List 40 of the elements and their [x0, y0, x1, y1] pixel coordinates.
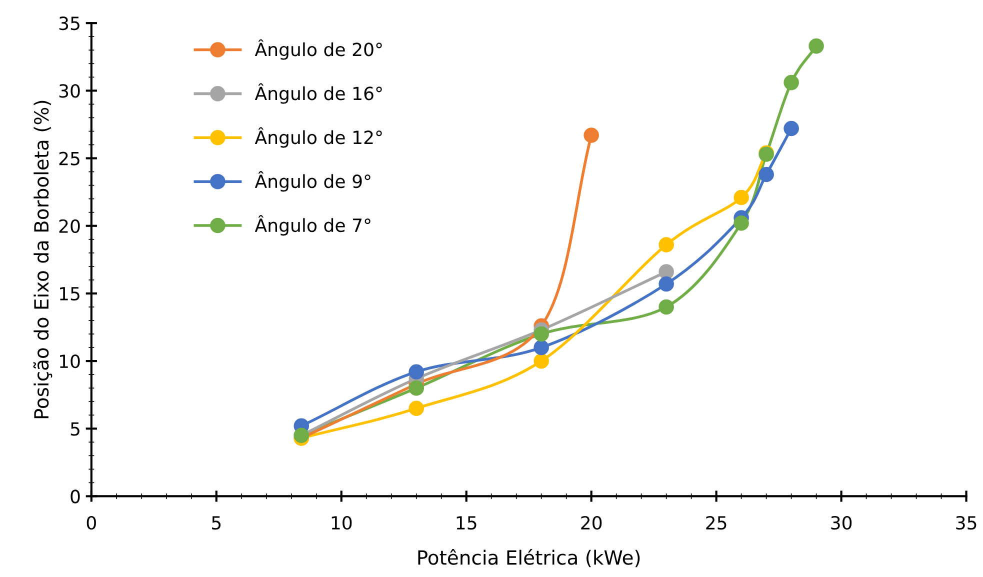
y-tick-label: 5 [70, 422, 80, 436]
point [808, 38, 824, 54]
y-tick-label: 10 [60, 354, 80, 368]
y-tick-label: 0 [70, 490, 80, 504]
point [784, 120, 799, 136]
x-tick-label: 20 [581, 516, 602, 530]
point [534, 340, 549, 356]
point [658, 264, 674, 280]
point [784, 74, 799, 90]
legend-label: Ângulo de 16° [254, 83, 382, 104]
point [758, 166, 774, 182]
point [658, 276, 674, 292]
x-tick-label: 35 [956, 516, 976, 530]
legend-label: Ângulo de 20° [254, 39, 382, 60]
x-tick-label: 25 [706, 516, 726, 530]
y-tick-label: 30 [59, 84, 80, 98]
y-tick-label: 15 [60, 287, 80, 301]
point [408, 400, 424, 416]
point [584, 128, 599, 143]
y-axis-title: Posição do Eixo da Borboleta (%) [33, 100, 52, 418]
point [734, 216, 749, 231]
legend-label: Ângulo de 9° [254, 171, 370, 192]
x-tick-label: 15 [456, 516, 476, 530]
x-tick-label: 5 [212, 516, 221, 530]
point [658, 299, 674, 315]
point [734, 190, 749, 206]
x-tick-label: 10 [332, 516, 352, 530]
y-tick-label: 35 [59, 16, 80, 30]
legend-label: Ângulo de 7° [254, 215, 370, 236]
point [658, 237, 674, 252]
legend-label: Ângulo de 12° [254, 127, 382, 148]
point [534, 326, 549, 342]
x-tick-label: 30 [831, 516, 852, 530]
point [408, 380, 424, 396]
y-tick-label: 20 [59, 219, 80, 233]
y-tick-label: 25 [59, 152, 80, 166]
x-axis-title: Potência Elétrica (kWe) [418, 549, 640, 568]
point [408, 364, 424, 380]
x-tick-label: 0 [86, 516, 96, 530]
point [534, 353, 549, 369]
